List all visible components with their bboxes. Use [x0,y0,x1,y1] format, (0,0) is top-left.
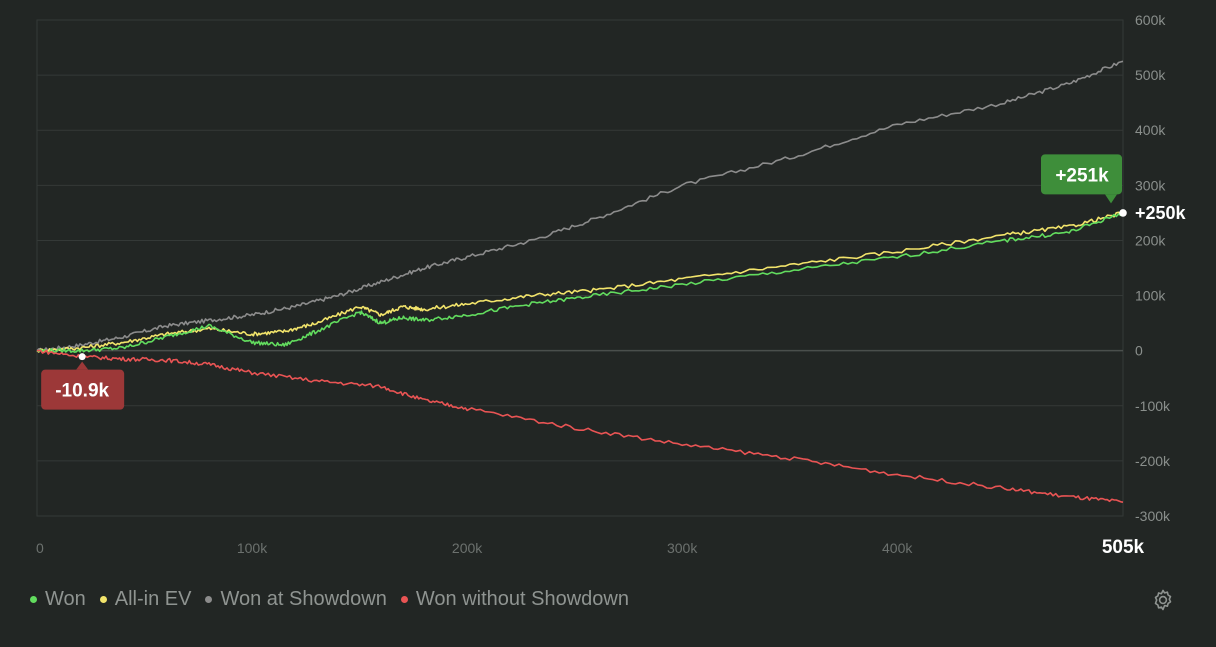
y-tick-label: 300k [1135,177,1166,193]
end-value-label: +250k [1135,203,1187,223]
grid [36,19,1124,517]
max-callout [1041,154,1122,195]
y-tick-label: 500k [1135,67,1166,83]
legend-item-all-in-ev[interactable]: All-in EV [99,588,192,611]
y-tick-label: 200k [1135,232,1166,248]
legend-dot-won-at-showdown [205,596,213,603]
series-line-won [36,212,1124,354]
legend-label: Won at Showdown [220,588,387,610]
legend: Won All-in EV Won at Showdown Won withou… [30,588,629,611]
max-callout-text: +251k [1055,165,1109,186]
y-tick-label: -300k [1135,508,1171,524]
end-point-marker [1119,209,1127,217]
x-tick-label: 200k [452,540,483,556]
legend-dot-won-without-showdown [400,596,408,603]
legend-dot-all-in-ev [99,596,107,603]
legend-dot-won [30,596,37,603]
x-axis: 0 100k 200k 300k 400k 505k [36,537,1145,558]
legend-item-won[interactable]: Won [30,588,86,611]
series-lines [36,60,1124,503]
plot-frame [36,19,1124,517]
min-callout-text: -10.9k [55,381,109,402]
y-tick-label: 0 [1135,343,1143,359]
legend-label: All-in EV [114,588,192,610]
min-point-marker [78,353,86,361]
legend-label: Won without Showdown [415,588,629,610]
series-line-won-at-showdown [36,60,1124,353]
series-line-won-without-showdown [36,349,1124,503]
y-tick-label: 100k [1135,288,1166,304]
x-tick-label: 100k [237,540,268,556]
legend-item-won-at-showdown[interactable]: Won at Showdown [205,588,387,611]
max-callout-pointer [1105,194,1117,204]
y-tick-label: -100k [1135,398,1171,414]
y-tick-label: -200k [1135,453,1171,469]
x-end-label: 505k [1102,537,1145,558]
x-tick-label: 400k [882,540,913,556]
legend-item-won-without-showdown[interactable]: Won without Showdown [400,588,629,611]
min-callout-pointer [76,361,89,370]
gear-icon[interactable] [1151,588,1175,612]
series-line-all-in-ev [36,211,1124,353]
x-tick-label: 0 [36,540,44,556]
legend-label: Won [45,588,86,610]
annotations: +251k -10.9k +250k [41,154,1187,410]
y-tick-label: 600k [1135,12,1166,28]
y-tick-label: 400k [1135,122,1166,138]
y-axis: 600k 500k 400k 300k 200k 100k 0 -100k -200k -300k [1135,12,1171,524]
line-chart: 600k 500k 400k 300k 200k 100k 0 -100k -200k -300k… [36,12,1187,558]
x-tick-label: 300k [667,540,698,556]
min-callout [41,369,125,410]
